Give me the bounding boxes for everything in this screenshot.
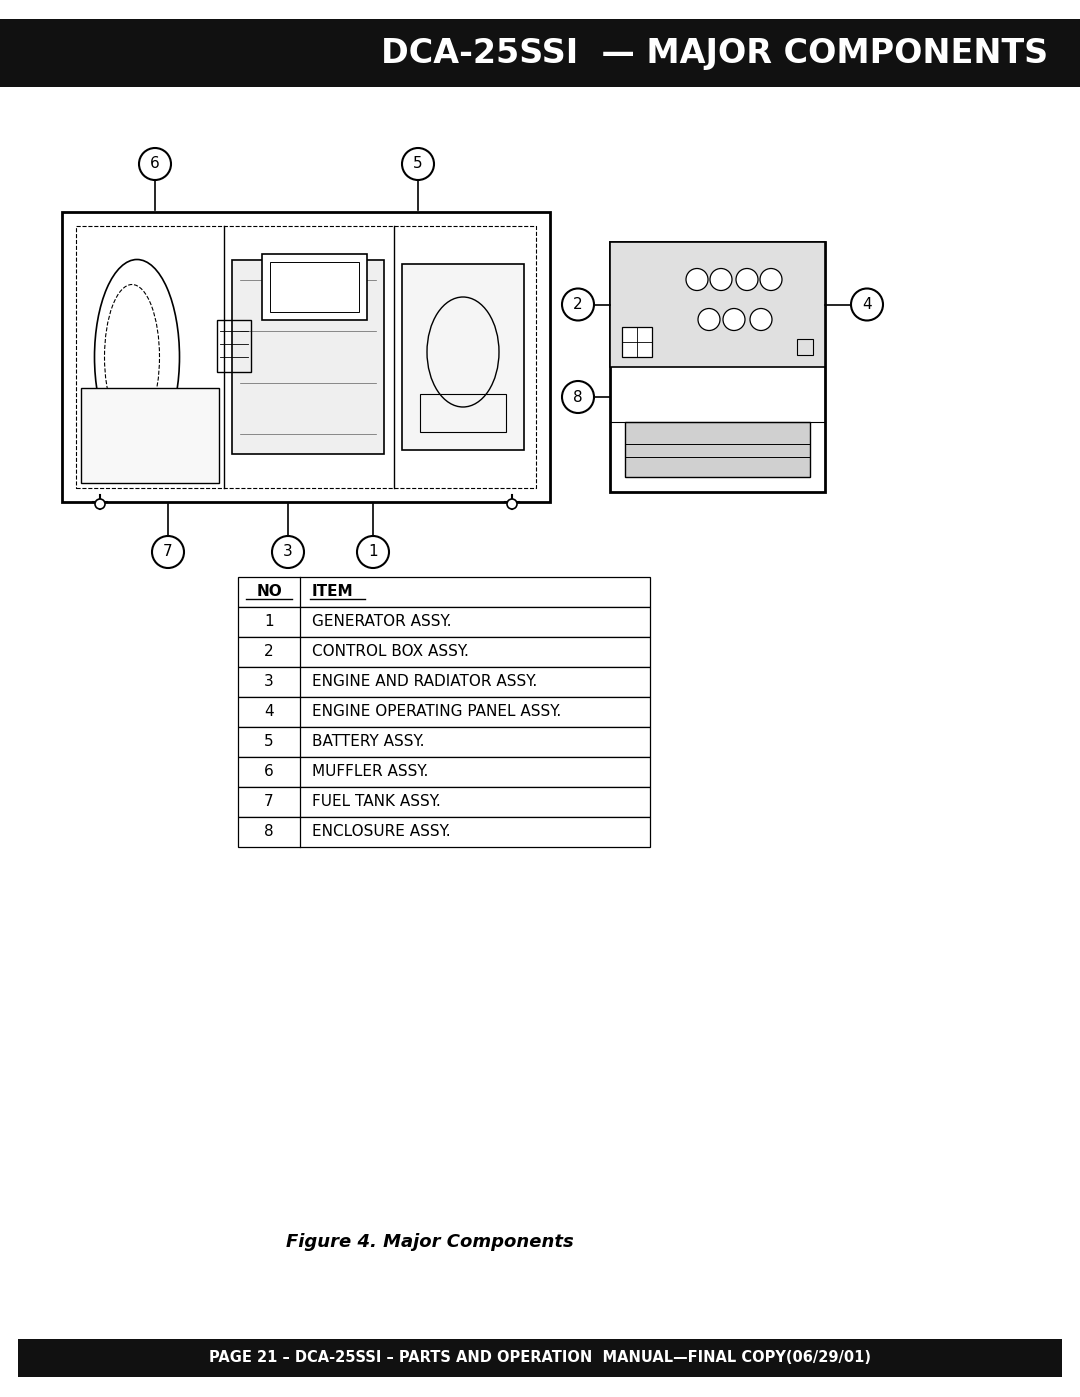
Circle shape: [710, 268, 732, 291]
Bar: [81, 388, 219, 483]
Text: Figure 4. Major Components: Figure 4. Major Components: [286, 1234, 573, 1250]
Text: 6: 6: [150, 156, 160, 172]
Text: 1: 1: [368, 545, 378, 560]
Bar: [238, 787, 650, 817]
Bar: [622, 327, 652, 358]
Text: DCA-25SSI  — MAJOR COMPONENTS: DCA-25SSI — MAJOR COMPONENTS: [381, 36, 1048, 70]
Bar: [238, 577, 650, 608]
Circle shape: [686, 268, 708, 291]
Text: 5: 5: [414, 156, 422, 172]
Circle shape: [735, 268, 758, 291]
Circle shape: [95, 499, 105, 509]
Bar: [610, 242, 825, 492]
Bar: [238, 817, 650, 847]
Bar: [610, 242, 825, 367]
Bar: [76, 226, 536, 488]
Bar: [238, 726, 650, 757]
Circle shape: [562, 381, 594, 414]
Text: 4: 4: [862, 298, 872, 312]
Text: FUEL TANK ASSY.: FUEL TANK ASSY.: [312, 795, 441, 809]
Text: ENGINE AND RADIATOR ASSY.: ENGINE AND RADIATOR ASSY.: [312, 675, 537, 690]
Text: ENCLOSURE ASSY.: ENCLOSURE ASSY.: [312, 824, 450, 840]
Bar: [232, 260, 384, 454]
Bar: [238, 666, 650, 697]
Circle shape: [357, 536, 389, 569]
Circle shape: [851, 289, 883, 320]
Bar: [238, 637, 650, 666]
Text: 7: 7: [265, 795, 274, 809]
Text: 7: 7: [163, 545, 173, 560]
Text: ITEM: ITEM: [312, 584, 353, 599]
Circle shape: [272, 536, 303, 569]
Bar: [625, 422, 810, 476]
Circle shape: [750, 309, 772, 331]
Circle shape: [723, 309, 745, 331]
Bar: [262, 254, 367, 320]
Text: 2: 2: [573, 298, 583, 312]
Text: 3: 3: [283, 545, 293, 560]
Circle shape: [698, 309, 720, 331]
Text: GENERATOR ASSY.: GENERATOR ASSY.: [312, 615, 451, 630]
Bar: [402, 264, 524, 450]
Circle shape: [139, 148, 171, 180]
Bar: [238, 608, 650, 637]
Bar: [238, 757, 650, 787]
Text: 3: 3: [265, 675, 274, 690]
Bar: [0, 20, 1080, 87]
Circle shape: [507, 499, 517, 509]
Bar: [797, 339, 813, 355]
Text: 1: 1: [265, 615, 274, 630]
Text: 8: 8: [265, 824, 274, 840]
Text: 4: 4: [265, 704, 274, 719]
Bar: [420, 394, 507, 432]
Bar: [270, 263, 359, 312]
Text: MUFFLER ASSY.: MUFFLER ASSY.: [312, 764, 429, 780]
Bar: [62, 212, 550, 502]
Text: PAGE 21 – DCA-25SSI – PARTS AND OPERATION  MANUAL—FINAL COPY(06/29/01): PAGE 21 – DCA-25SSI – PARTS AND OPERATIO…: [210, 1351, 870, 1365]
Text: 5: 5: [265, 735, 274, 750]
Bar: [217, 320, 251, 372]
Text: 2: 2: [265, 644, 274, 659]
Text: 6: 6: [265, 764, 274, 780]
Text: 8: 8: [573, 390, 583, 405]
Bar: [238, 697, 650, 726]
Text: CONTROL BOX ASSY.: CONTROL BOX ASSY.: [312, 644, 469, 659]
Circle shape: [760, 268, 782, 291]
Circle shape: [562, 289, 594, 320]
Text: ENGINE OPERATING PANEL ASSY.: ENGINE OPERATING PANEL ASSY.: [312, 704, 562, 719]
Circle shape: [152, 536, 184, 569]
Bar: [18, 1338, 1062, 1377]
Circle shape: [402, 148, 434, 180]
Text: BATTERY ASSY.: BATTERY ASSY.: [312, 735, 424, 750]
Text: NO: NO: [256, 584, 282, 599]
